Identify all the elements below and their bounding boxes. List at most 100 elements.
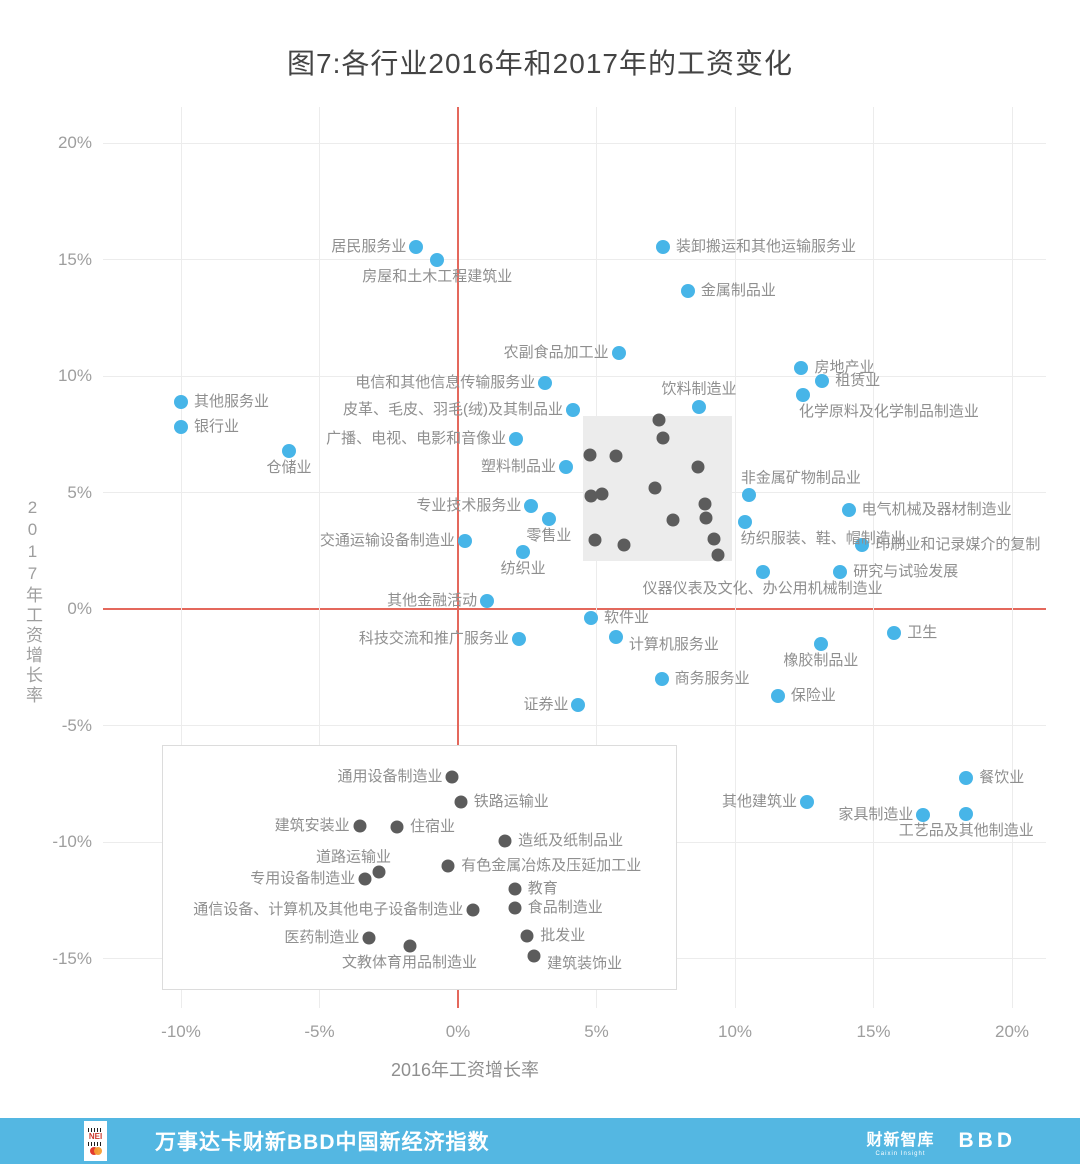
data-point-label: 零售业 bbox=[526, 527, 572, 545]
data-point bbox=[617, 538, 631, 552]
data-point bbox=[588, 533, 602, 547]
gridline-vertical bbox=[319, 107, 320, 1008]
data-point bbox=[711, 548, 725, 562]
data-point bbox=[795, 387, 810, 402]
data-point bbox=[520, 929, 534, 943]
data-point-label: 银行业 bbox=[194, 418, 240, 435]
data-point-label: 证券业 bbox=[523, 695, 569, 713]
y-tick-label: 15% bbox=[57, 249, 92, 269]
gridline-horizontal bbox=[103, 259, 1046, 260]
data-point bbox=[508, 901, 522, 915]
y-tick-label: 5% bbox=[67, 482, 92, 502]
data-point-label: 商务服务业 bbox=[674, 669, 750, 687]
data-point-label: 橡胶制品业 bbox=[783, 651, 859, 669]
data-point bbox=[841, 502, 856, 517]
data-point bbox=[538, 375, 553, 390]
data-point bbox=[611, 345, 626, 360]
data-point-label: 交通运输设备制造业 bbox=[319, 532, 455, 550]
data-point-label: 居民服务业 bbox=[331, 237, 407, 255]
data-point-label: 建筑安装业 bbox=[274, 816, 350, 834]
data-point-label: 电气机械及器材制造业 bbox=[861, 500, 1012, 518]
y-tick-label: 20% bbox=[57, 133, 92, 152]
data-point bbox=[174, 420, 188, 435]
data-point-label: 通信设备、计算机及其他电子设备制造业 bbox=[193, 900, 464, 918]
data-point-label: 租赁业 bbox=[835, 371, 881, 389]
data-point-label: 塑料制品业 bbox=[481, 457, 557, 475]
data-point-label: 纺织服装、鞋、帽制造业 bbox=[740, 529, 906, 547]
data-point bbox=[737, 514, 752, 529]
data-point bbox=[608, 629, 623, 644]
data-point-label: 非金属矿物制品业 bbox=[740, 469, 861, 487]
gridline-horizontal bbox=[103, 725, 1046, 726]
data-point-label: 农副食品加工业 bbox=[503, 343, 609, 361]
data-point bbox=[559, 459, 574, 474]
data-point bbox=[813, 636, 828, 651]
gridline-horizontal bbox=[103, 142, 1046, 144]
data-point bbox=[403, 939, 417, 953]
data-point bbox=[584, 489, 598, 503]
data-point-label: 其他金融活动 bbox=[387, 591, 478, 609]
data-point bbox=[609, 449, 623, 463]
data-point bbox=[508, 882, 522, 896]
data-point bbox=[654, 671, 669, 686]
data-point bbox=[524, 499, 539, 514]
data-point bbox=[511, 632, 526, 647]
data-point-label: 工艺品及其他制造业 bbox=[898, 822, 1034, 840]
data-point-label: 科技交流和推广服务业 bbox=[358, 630, 509, 648]
data-point bbox=[372, 865, 386, 879]
data-point-label: 皮革、毛皮、羽毛(绒)及其制品业 bbox=[342, 400, 563, 418]
data-point-label: 纺织业 bbox=[500, 559, 546, 577]
data-point-label: 专业技术服务业 bbox=[416, 497, 522, 515]
data-point bbox=[542, 512, 557, 527]
data-point-label: 房屋和土木工程建筑业 bbox=[362, 267, 513, 285]
data-point bbox=[707, 532, 721, 546]
chart-title: 图7:各行业2016年和2017年的工资变化 bbox=[287, 48, 793, 79]
y-tick-label: -5% bbox=[61, 715, 92, 735]
data-point-label: 批发业 bbox=[540, 927, 586, 945]
x-tick-label: -10% bbox=[161, 1022, 201, 1041]
data-point bbox=[770, 689, 785, 704]
data-point bbox=[454, 795, 468, 809]
data-point-label: 造纸及纸制品业 bbox=[518, 831, 624, 849]
mastercard-icon bbox=[89, 1146, 102, 1155]
data-point-label: 仓储业 bbox=[266, 458, 312, 476]
data-point-label: 其他服务业 bbox=[194, 392, 270, 410]
data-point bbox=[666, 513, 680, 527]
data-point bbox=[691, 460, 705, 474]
data-point-label: 医药制造业 bbox=[284, 928, 360, 946]
data-point-label: 道路运输业 bbox=[316, 848, 392, 866]
data-point-label: 住宿业 bbox=[410, 817, 456, 835]
zero-line-vertical bbox=[457, 107, 459, 1008]
gridline-vertical bbox=[734, 107, 736, 1008]
data-point bbox=[571, 697, 586, 712]
x-tick-label: -5% bbox=[304, 1022, 335, 1041]
data-point bbox=[409, 239, 424, 254]
data-point bbox=[457, 534, 472, 549]
data-point bbox=[652, 413, 666, 427]
data-point bbox=[833, 564, 848, 579]
data-point-label: 印刷业和记录媒介的复制 bbox=[875, 535, 1041, 553]
footer-bar: NEI 万事达卡财新BBD中国新经济指数 财新智库 Caixin Insight… bbox=[0, 1118, 1080, 1164]
data-point-label: 其他建筑业 bbox=[722, 793, 798, 811]
data-point bbox=[430, 252, 445, 267]
x-tick-label: 0% bbox=[445, 1022, 471, 1041]
data-point-label: 金属制品业 bbox=[700, 281, 776, 299]
data-point bbox=[800, 795, 815, 810]
data-point bbox=[648, 481, 662, 495]
data-point-label: 化学原料及化学制品制造业 bbox=[798, 402, 979, 420]
data-point bbox=[656, 431, 670, 445]
data-point bbox=[959, 807, 974, 822]
data-point-label: 电信和其他信息传输服务业 bbox=[355, 373, 536, 391]
gridline-vertical bbox=[873, 107, 874, 1008]
x-tick-label: 5% bbox=[584, 1022, 609, 1041]
white-callout-box bbox=[161, 745, 678, 990]
data-point-label: 有色金属冶炼及压延加工业 bbox=[461, 857, 642, 875]
data-point bbox=[509, 431, 524, 446]
data-point-label: 装卸搬运和其他运输服务业 bbox=[675, 237, 856, 255]
footer-title: 万事达卡财新BBD中国新经济指数 bbox=[155, 1131, 490, 1154]
data-point-label: 仪器仪表及文化、办公用机械制造业 bbox=[642, 579, 883, 597]
data-point-label: 建筑装饰业 bbox=[547, 955, 623, 973]
nei-logo: NEI bbox=[84, 1121, 107, 1161]
data-point bbox=[466, 903, 480, 917]
